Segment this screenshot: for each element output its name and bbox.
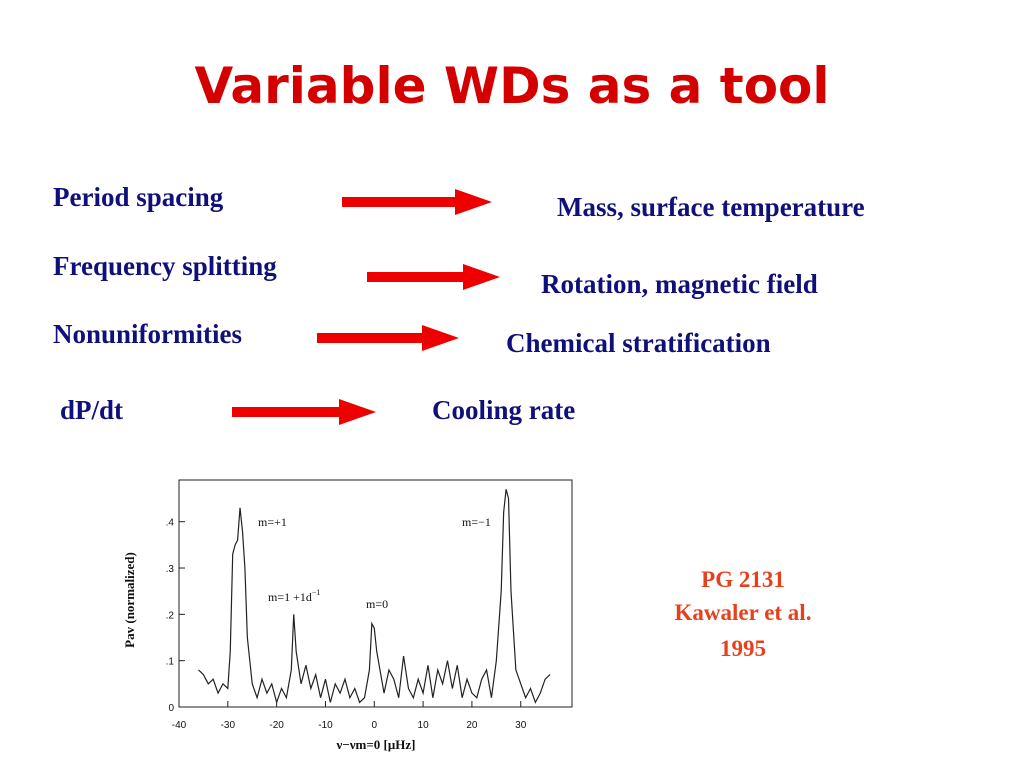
annotation-sup: −1 <box>312 588 321 597</box>
x-tick-label: 20 <box>466 720 478 731</box>
arrow <box>232 399 376 425</box>
row-right: Chemical stratification <box>506 328 771 358</box>
x-tick-label: 10 <box>418 720 430 731</box>
annotation: m=+1 <box>258 515 287 529</box>
x-tick-label: 30 <box>515 720 527 731</box>
y-tick-label: .1 <box>166 657 175 668</box>
y-tick-label: .2 <box>166 610 175 621</box>
annotation: m=−1 <box>462 515 491 529</box>
x-axis-label: ν−νm=0 [μHz] <box>336 737 416 752</box>
arrow <box>342 189 492 215</box>
row-right: Mass, surface temperature <box>557 192 865 222</box>
y-tick-label: .4 <box>166 518 175 529</box>
row-left: Nonuniformities <box>53 319 242 349</box>
row-left: Frequency splitting <box>53 251 277 281</box>
y-axis-label: Pav (normalized) <box>122 552 137 648</box>
arrow <box>367 264 500 290</box>
row-right: Cooling rate <box>432 395 575 425</box>
row-left: dP/dt <box>60 395 123 425</box>
row-right: Rotation, magnetic field <box>541 269 818 299</box>
annotation: m=1 +1d−1 <box>268 588 320 604</box>
arrows <box>232 189 500 425</box>
caption: PG 2131 <box>701 567 785 592</box>
x-tick-label: -10 <box>318 720 333 731</box>
x-tick-label: -20 <box>269 720 284 731</box>
y-tick-label: .3 <box>166 564 175 575</box>
caption: Kawaler et al. <box>675 600 812 625</box>
spectrum-line <box>198 489 551 705</box>
annotation: m=0 <box>366 597 388 611</box>
arrow <box>317 325 459 351</box>
x-tick-label: -40 <box>172 720 187 731</box>
caption: 1995 <box>720 636 766 661</box>
y-tick-label: 0 <box>168 703 174 714</box>
x-tick-label: 0 <box>371 720 377 731</box>
annotation-text: m=1 +1d <box>268 590 312 604</box>
row-left: Period spacing <box>53 182 224 212</box>
x-tick-label: -30 <box>221 720 236 731</box>
plot-frame <box>178 479 573 708</box>
slide-title: Variable WDs as a tool <box>194 57 829 115</box>
